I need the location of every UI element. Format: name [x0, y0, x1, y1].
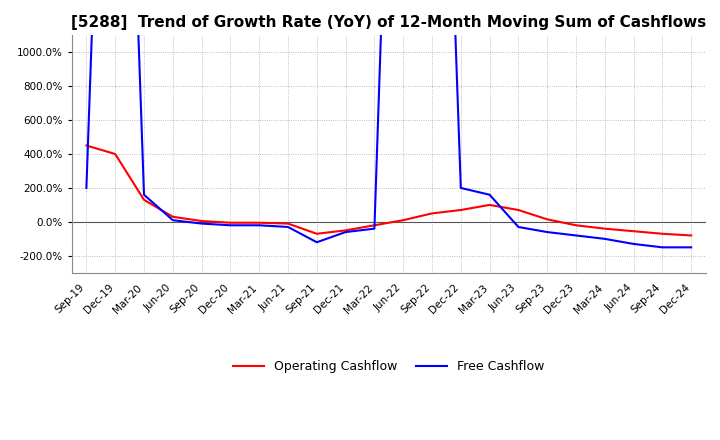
Free Cashflow: [370, 226, 379, 231]
Free Cashflow: [312, 240, 321, 245]
Operating Cashflow: [370, 223, 379, 228]
Operating Cashflow: [399, 217, 408, 223]
Operating Cashflow: [514, 207, 523, 213]
Operating Cashflow: [629, 229, 638, 234]
Operating Cashflow: [284, 221, 292, 226]
Operating Cashflow: [168, 214, 177, 220]
Operating Cashflow: [543, 216, 552, 222]
Operating Cashflow: [485, 202, 494, 208]
Operating Cashflow: [341, 228, 350, 233]
Operating Cashflow: [255, 220, 264, 225]
Operating Cashflow: [600, 226, 609, 231]
Free Cashflow: [197, 221, 206, 226]
Line: Free Cashflow: Free Cashflow: [86, 0, 691, 247]
Operating Cashflow: [312, 231, 321, 236]
Operating Cashflow: [140, 197, 148, 202]
Operating Cashflow: [572, 223, 580, 228]
Free Cashflow: [284, 224, 292, 230]
Free Cashflow: [82, 185, 91, 191]
Free Cashflow: [600, 236, 609, 242]
Free Cashflow: [226, 223, 235, 228]
Free Cashflow: [658, 245, 667, 250]
Title: [5288]  Trend of Growth Rate (YoY) of 12-Month Moving Sum of Cashflows: [5288] Trend of Growth Rate (YoY) of 12-…: [71, 15, 706, 30]
Free Cashflow: [168, 217, 177, 223]
Line: Operating Cashflow: Operating Cashflow: [86, 146, 691, 235]
Free Cashflow: [543, 229, 552, 235]
Operating Cashflow: [82, 143, 91, 148]
Free Cashflow: [341, 229, 350, 235]
Free Cashflow: [572, 233, 580, 238]
Operating Cashflow: [197, 218, 206, 224]
Free Cashflow: [255, 223, 264, 228]
Legend: Operating Cashflow, Free Cashflow: Operating Cashflow, Free Cashflow: [228, 355, 550, 378]
Free Cashflow: [687, 245, 696, 250]
Free Cashflow: [514, 224, 523, 230]
Operating Cashflow: [687, 233, 696, 238]
Operating Cashflow: [658, 231, 667, 236]
Free Cashflow: [140, 192, 148, 198]
Free Cashflow: [485, 192, 494, 198]
Free Cashflow: [456, 185, 465, 191]
Operating Cashflow: [428, 211, 436, 216]
Operating Cashflow: [226, 220, 235, 225]
Free Cashflow: [629, 241, 638, 246]
Operating Cashflow: [456, 207, 465, 213]
Operating Cashflow: [111, 151, 120, 157]
